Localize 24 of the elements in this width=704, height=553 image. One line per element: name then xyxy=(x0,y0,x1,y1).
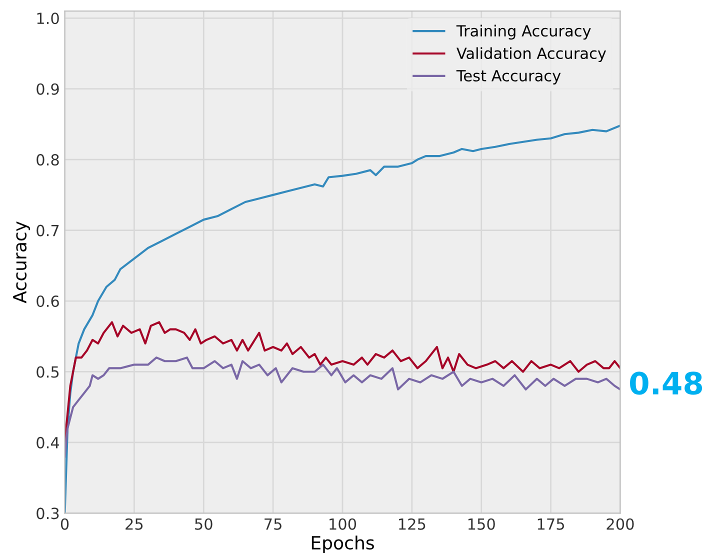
y-tick-label: 0.8 xyxy=(36,154,59,166)
x-tick-label: 50 xyxy=(195,518,212,530)
x-tick-label: 100 xyxy=(330,518,356,530)
line-series xyxy=(64,356,620,458)
y-tick-label: 0.4 xyxy=(36,436,60,448)
x-tick-label: 25 xyxy=(126,518,143,530)
y-tick-label: 0.9 xyxy=(36,83,59,95)
x-tick-label: 200 xyxy=(606,518,634,530)
legend-label: Training Accuracy xyxy=(456,24,591,40)
y-tick-label: 0.5 xyxy=(36,366,59,378)
legend-label: Test Accuracy xyxy=(456,70,561,84)
legend-label: Validation Accuracy xyxy=(456,47,606,62)
x-axis-title: Epochs xyxy=(312,536,374,553)
y-tick-label: 0.3 xyxy=(36,508,59,520)
x-tick-label: 75 xyxy=(264,518,282,530)
x-tick-label: 125 xyxy=(399,518,426,530)
y-tick-label: 0.7 xyxy=(36,224,59,236)
x-tick-label: 175 xyxy=(538,518,564,530)
y-axis-title: Accuracy xyxy=(13,221,30,304)
x-tick-label: 0 xyxy=(60,518,69,530)
y-tick-label: 1.0 xyxy=(37,12,59,24)
y-tick-label: 0.6 xyxy=(36,295,59,308)
annotation: 0.48 xyxy=(630,372,702,395)
x-tick-label: 150 xyxy=(468,518,495,530)
